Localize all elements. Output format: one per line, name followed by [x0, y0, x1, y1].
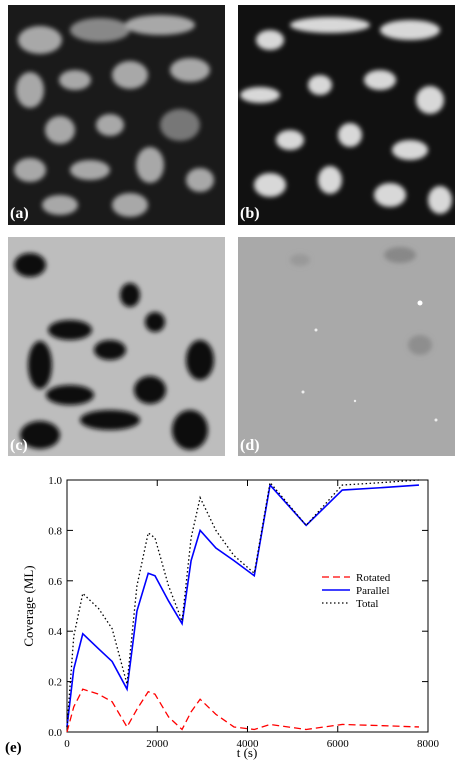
y-tick-label: 0.6 — [48, 576, 62, 588]
x-tick-label: 4000 — [237, 738, 260, 750]
panel-label: (b) — [240, 205, 260, 222]
y-tick-label: 0.8 — [48, 525, 62, 537]
panel-label: (c) — [10, 437, 28, 454]
y-tick-label: 1.0 — [48, 475, 62, 487]
legend-label: Total — [356, 598, 378, 610]
y-axis-label: Coverage (ML) — [21, 565, 36, 646]
x-tick-label: 0 — [64, 738, 70, 750]
panel-label: (d) — [240, 437, 260, 454]
panel-label: (a) — [10, 205, 29, 222]
x-tick-label: 2000 — [146, 738, 169, 750]
image-a: (a) — [8, 5, 225, 225]
x-tick-label: 8000 — [417, 738, 440, 750]
image-c: (c) — [8, 237, 225, 456]
x-tick-label: 6000 — [327, 738, 350, 750]
legend-label: Rotated — [356, 572, 391, 584]
y-tick-label: 0.4 — [48, 626, 62, 638]
legend-label: Parallel — [356, 585, 390, 597]
panel-label: (e) — [5, 740, 22, 756]
x-axis-label: t (s) — [237, 745, 258, 760]
image-d: (d) — [238, 237, 455, 456]
series-line — [66, 688, 419, 733]
chart: (e) t (s) Coverage (ML) 0 2000 4000 6000 800… — [5, 475, 440, 760]
y-tick-label: 0.0 — [48, 727, 62, 739]
image-b: (b) — [238, 5, 455, 225]
y-tick-label: 0.2 — [48, 677, 62, 689]
series-line — [66, 479, 420, 728]
